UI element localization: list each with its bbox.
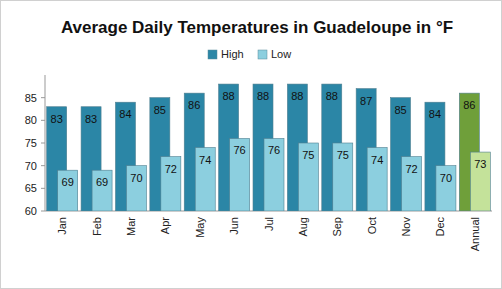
data-label: 85 <box>154 104 166 116</box>
data-label: 84 <box>119 108 131 120</box>
data-label: 69 <box>96 176 108 188</box>
x-tick-label: Aug <box>297 217 309 237</box>
chart: Average Daily Temperatures in Guadeloupe… <box>0 0 502 289</box>
data-labels: 83 83 84 85 86 88 88 88 88 87 85 84 86 69 69 70 72 74 76 76… <box>51 90 487 188</box>
data-label: 76 <box>268 144 280 156</box>
x-tick-label: May <box>194 217 206 238</box>
y-tick <box>41 211 45 212</box>
bar <box>402 157 422 211</box>
data-label: 69 <box>62 176 74 188</box>
data-label: 76 <box>233 144 245 156</box>
bar <box>230 138 250 211</box>
x-tick-label: Nov <box>400 217 412 237</box>
x-tick-label: Dec <box>434 217 446 237</box>
bar <box>161 157 181 211</box>
y-tick-label: 80 <box>25 114 37 126</box>
bar <box>126 166 146 211</box>
title: Average Daily Temperatures in Guadeloupe… <box>61 18 453 37</box>
y-tick <box>41 143 45 144</box>
data-label: 74 <box>199 154 211 166</box>
x-tick-label: Mar <box>125 217 137 236</box>
legend-entry: Low <box>258 48 291 60</box>
data-label: 73 <box>474 158 486 170</box>
data-label: 75 <box>337 149 349 161</box>
legend-swatch <box>258 50 267 59</box>
y-tick <box>41 188 45 189</box>
y-tick-label: 70 <box>25 160 37 172</box>
bar <box>367 148 387 211</box>
y-tick <box>41 165 45 166</box>
data-label: 85 <box>394 104 406 116</box>
bar <box>92 170 112 211</box>
bar <box>195 148 215 211</box>
legend-label: High <box>221 48 244 60</box>
x-tick-label: Oct <box>366 217 378 234</box>
x-tick-label: Feb <box>91 217 103 236</box>
y-tick-label: 75 <box>25 137 37 149</box>
legend-label: Low <box>271 48 291 60</box>
data-label: 70 <box>440 172 452 184</box>
x-tick-label: Sep <box>331 217 343 237</box>
data-label: 75 <box>302 149 314 161</box>
data-label: 83 <box>51 113 63 125</box>
x-tick-label: Annual <box>469 217 481 251</box>
x-tick-label: Jun <box>228 217 240 235</box>
data-label: 83 <box>85 113 97 125</box>
bar <box>333 143 353 211</box>
data-label: 72 <box>165 163 177 175</box>
bars <box>47 84 491 211</box>
data-label: 84 <box>429 108 441 120</box>
x-tick-label: Apr <box>159 217 171 234</box>
bar <box>58 170 78 211</box>
bar <box>298 143 318 211</box>
y-tick <box>41 97 45 98</box>
x-tick-label: Jan <box>56 217 68 235</box>
data-label: 86 <box>463 99 475 111</box>
data-label: 88 <box>326 90 338 102</box>
legend-swatch <box>208 50 217 59</box>
y-tick-label: 65 <box>25 182 37 194</box>
data-label: 72 <box>405 163 417 175</box>
y-tick-label: 85 <box>25 92 37 104</box>
data-label: 88 <box>222 90 234 102</box>
data-label: 87 <box>360 95 372 107</box>
background <box>1 1 502 289</box>
bar <box>436 166 456 211</box>
data-label: 70 <box>130 172 142 184</box>
data-label: 74 <box>371 154 383 166</box>
bar <box>470 152 490 211</box>
bar <box>264 138 284 211</box>
y-tick <box>41 120 45 121</box>
x-tick-label: Jul <box>263 217 275 231</box>
data-label: 86 <box>188 99 200 111</box>
data-label: 88 <box>291 90 303 102</box>
legend-entry: High <box>208 48 244 60</box>
y-tick-label: 60 <box>25 205 37 217</box>
data-label: 88 <box>257 90 269 102</box>
